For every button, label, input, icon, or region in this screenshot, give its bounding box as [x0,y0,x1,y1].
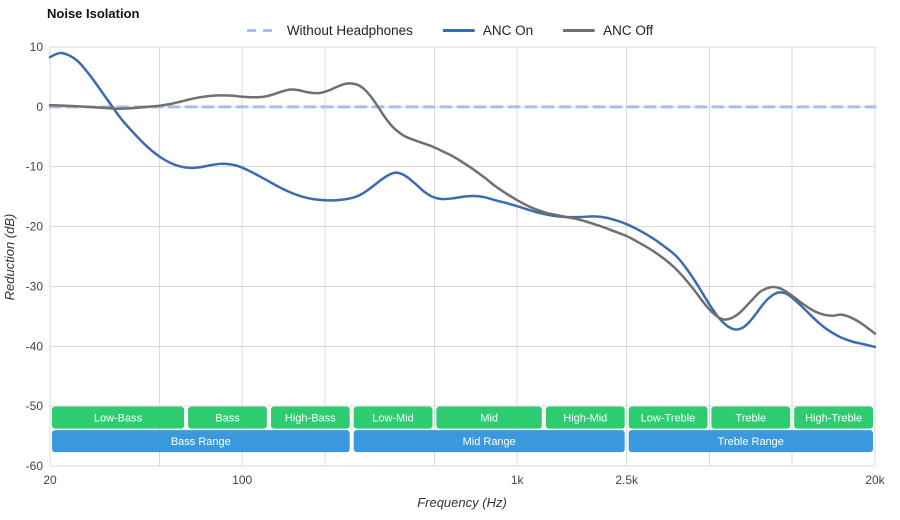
band-low-bass [52,406,185,429]
x-tick-label: 20k [865,473,885,487]
y-tick-label: -50 [26,399,44,413]
legend-label-anc-off: ANC Off [603,23,654,38]
band-label-high-treble: High-Treble [805,413,862,425]
series-curves [48,51,877,349]
y-tick-label: -10 [26,160,44,174]
gridlines [49,46,876,467]
band-label-mid-range: Mid Range [463,436,516,448]
frequency-bands: Low-Bass Bass High-Bass Low-Mid Mid High-Mid L… [52,406,873,453]
x-axis-title: Frequency (Hz) [417,495,507,510]
band-label-bass-range: Bass Range [171,436,231,448]
band-label-treble: Treble [735,413,766,425]
legend-item-anc-off[interactable]: ANC Off [563,23,653,38]
band-label-high-mid: High-Mid [563,413,607,425]
y-tick-label: 0 [36,100,43,114]
band-treble-range [628,430,873,453]
without-headphones-line-swatch-icon [246,29,279,32]
chart-title: Noise Isolation [47,6,140,21]
band-label-treble-range: Treble Range [718,436,784,448]
legend-item-anc-on[interactable]: ANC On [442,23,534,38]
band-label-low-mid: Low-Mid [372,413,414,425]
y-tick-label: -40 [26,339,44,353]
legend-label-anc-on: ANC On [482,23,534,38]
anc-off-line-swatch-icon [563,29,596,32]
band-label-high-bass: High-Bass [285,413,336,425]
band-label-low-treble: Low-Treble [641,413,696,425]
band-high-mid [545,406,625,429]
y-tick-label: -60 [26,459,44,473]
band-label-low-bass: Low-Bass [94,413,143,425]
band-high-bass [270,406,350,429]
legend-item-without-headphones[interactable]: Without Headphones [246,23,413,38]
legend-label-without-headphones: Without Headphones [286,23,413,38]
band-bass-range [52,430,350,453]
band-mid [436,406,542,429]
y-tick-label: 10 [30,40,44,54]
band-treble [711,406,791,429]
legend: Without Headphones ANC On ANC Off [246,23,653,38]
series-anc-on [48,51,877,349]
band-high-treble [794,406,873,429]
band-low-treble [628,406,708,429]
x-tick-label: 20 [43,473,57,487]
series-anc-off [48,82,877,335]
x-tick-label: 2.5k [615,473,639,487]
x-tick-label: 100 [232,473,252,487]
y-tick-label: -20 [26,220,44,234]
band-bass [188,406,267,429]
y-tick-label: -30 [26,279,44,293]
band-label-bass: Bass [215,413,240,425]
y-axis-title: Reduction (dB) [2,214,17,301]
band-low-mid [353,406,433,429]
anc-on-line-swatch-icon [442,29,475,32]
band-label-mid: Mid [480,413,498,425]
x-tick-label: 1k [511,473,525,487]
band-mid-range [353,430,625,453]
